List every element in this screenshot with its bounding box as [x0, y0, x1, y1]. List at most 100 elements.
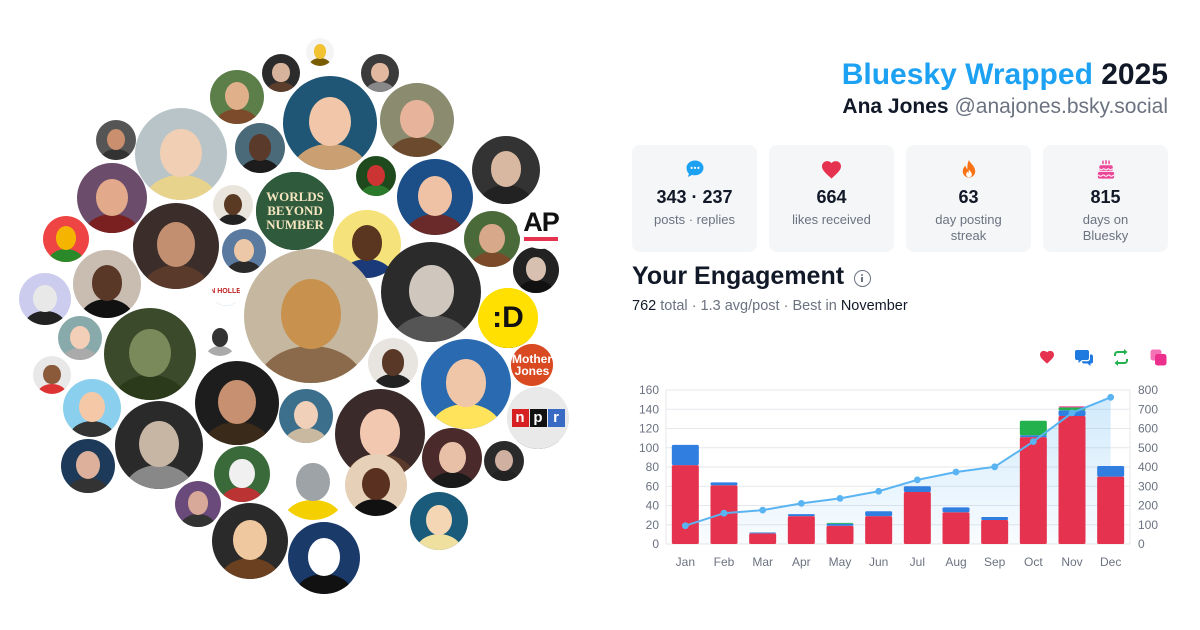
avatar-face: [313, 44, 327, 59]
engagement-summary: 762 total · 1.3 avg/post · Best in Novem…: [632, 298, 908, 314]
avatar-face: [479, 223, 505, 253]
avatar-face: [272, 62, 290, 83]
avatar[interactable]: [262, 54, 300, 92]
avatar-shoulders: [205, 346, 235, 356]
avatar[interactable]: [133, 203, 219, 289]
avatar[interactable]: [276, 446, 350, 520]
bar-replies: [903, 486, 931, 493]
avatar[interactable]: [202, 320, 238, 356]
y-tick-label-right: 400: [1138, 460, 1158, 474]
repost-icon[interactable]: [1111, 347, 1131, 367]
stat-card-streak: 63 day posting streak: [906, 145, 1031, 252]
avatar[interactable]: [381, 242, 481, 342]
avatar[interactable]: [288, 522, 360, 594]
stat-label: likes received: [792, 212, 871, 227]
avatar[interactable]: [361, 54, 399, 92]
avatar-face: [234, 238, 254, 262]
avatar[interactable]: [212, 503, 288, 579]
avatar-ap[interactable]: AP: [517, 201, 565, 249]
y-tick-label-right: 700: [1138, 402, 1158, 416]
year-title: 2025: [1101, 58, 1168, 91]
avatar-face: [371, 62, 389, 83]
avatar[interactable]: [96, 120, 136, 160]
avatar-shoulders: [428, 471, 476, 488]
bar-quotes: [1058, 406, 1086, 408]
avatar[interactable]: [33, 356, 71, 394]
avatar-shoulders: [265, 81, 297, 92]
avatar[interactable]: [175, 481, 221, 527]
avatar[interactable]: [58, 316, 102, 360]
quote-icon[interactable]: [1148, 347, 1168, 367]
avatar-shoulders: [100, 149, 132, 160]
avatar-shoulders: [62, 347, 98, 360]
avatar-face: [129, 328, 171, 377]
bar-likes: [1058, 415, 1086, 544]
avatar[interactable]: [19, 273, 71, 325]
avatar-d[interactable]: :D: [478, 288, 538, 348]
user-handle[interactable]: @anajones.bsky.social: [954, 95, 1168, 118]
avatar-tn-holler[interactable]: TN HOLLER: [212, 278, 240, 306]
avatar[interactable]: [213, 185, 253, 225]
avatar-face: [438, 441, 466, 473]
avatar[interactable]: [61, 439, 115, 493]
cumulative-point: [797, 499, 805, 507]
avatar-shoulders: [387, 136, 447, 157]
avatar[interactable]: [222, 229, 266, 273]
stat-value: 63: [958, 187, 979, 207]
avatar[interactable]: [135, 108, 227, 200]
avatar[interactable]: [472, 136, 540, 204]
avatar[interactable]: [104, 308, 196, 400]
avatar[interactable]: [484, 441, 524, 481]
stat-card-days: 815 days on Bluesky: [1043, 145, 1168, 252]
logo-text: :D: [492, 301, 524, 334]
logo-text: Jones: [514, 364, 550, 378]
bar-replies: [1097, 466, 1125, 477]
avatar[interactable]: [214, 446, 270, 502]
avatar[interactable]: [421, 339, 511, 429]
avatar-shoulders: [24, 310, 66, 325]
avatar[interactable]: [464, 211, 520, 267]
avatar[interactable]: [356, 156, 396, 196]
avatar[interactable]: [235, 123, 285, 173]
avatar[interactable]: [279, 389, 333, 443]
avatar-mother-jones[interactable]: Mother Jones: [511, 344, 553, 386]
avatar-shoulders: [217, 214, 249, 225]
avatar[interactable]: [77, 163, 147, 233]
engagement-best-prefix: Best in: [792, 298, 837, 314]
avatar[interactable]: [368, 338, 418, 388]
avatar-face: [296, 462, 330, 502]
bar-likes: [671, 465, 699, 544]
reply-icon[interactable]: [1074, 347, 1094, 367]
y-tick-label-left: 40: [646, 499, 660, 513]
avatar[interactable]: [63, 379, 121, 437]
avatar[interactable]: [283, 76, 377, 170]
avatar[interactable]: [422, 428, 482, 488]
bar-likes: [903, 492, 931, 544]
avatar[interactable]: [210, 70, 264, 124]
heart-icon[interactable]: [1037, 347, 1057, 367]
avatar[interactable]: [306, 38, 334, 66]
bar-likes: [749, 533, 777, 544]
avatar[interactable]: [345, 454, 407, 516]
avatar-face: [367, 165, 385, 186]
avatar[interactable]: [380, 83, 454, 157]
avatar-worlds-beyond-number[interactable]: WORLDS BEYOND NUMBER: [256, 172, 334, 250]
avatar[interactable]: [244, 249, 378, 383]
avatar[interactable]: [195, 361, 279, 445]
x-tick-label: May: [829, 555, 852, 569]
avatar[interactable]: [115, 401, 203, 489]
y-tick-label-left: 80: [646, 460, 660, 474]
info-icon[interactable]: [854, 269, 872, 287]
avatar[interactable]: [73, 250, 141, 318]
avatar-shoulders: [141, 265, 211, 289]
avatar[interactable]: [513, 247, 559, 293]
avatar[interactable]: [43, 216, 89, 262]
avatar-face: [495, 450, 513, 471]
x-tick-label: Jan: [676, 555, 695, 569]
avatar[interactable]: [397, 159, 473, 235]
bar-replies: [671, 444, 699, 466]
avatar[interactable]: [410, 492, 468, 550]
cumulative-point: [759, 506, 767, 514]
cake-icon: [1043, 158, 1168, 180]
